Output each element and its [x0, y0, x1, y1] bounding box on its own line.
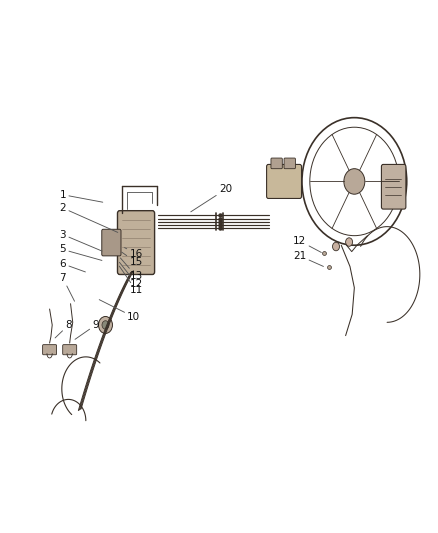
Text: 16: 16 [124, 248, 143, 259]
FancyBboxPatch shape [381, 165, 406, 209]
Text: 6: 6 [60, 259, 85, 272]
Text: 8: 8 [55, 320, 72, 338]
Circle shape [102, 321, 109, 329]
FancyBboxPatch shape [284, 158, 295, 168]
FancyBboxPatch shape [271, 158, 283, 168]
FancyBboxPatch shape [63, 345, 77, 355]
FancyBboxPatch shape [102, 229, 121, 256]
Circle shape [344, 168, 365, 194]
Text: 13: 13 [120, 258, 143, 281]
Circle shape [332, 243, 339, 251]
FancyBboxPatch shape [42, 345, 57, 355]
Text: 11: 11 [119, 266, 143, 295]
Text: 2: 2 [60, 203, 118, 232]
Text: 3: 3 [60, 230, 102, 251]
Text: 20: 20 [191, 184, 232, 212]
Text: 5: 5 [60, 245, 102, 261]
Circle shape [99, 317, 113, 334]
Text: 15: 15 [122, 252, 143, 267]
FancyBboxPatch shape [117, 211, 155, 274]
Text: 21: 21 [293, 251, 323, 266]
Text: 7: 7 [60, 273, 74, 301]
Text: 9: 9 [75, 320, 99, 340]
Text: 1: 1 [60, 190, 103, 202]
Text: 10: 10 [99, 300, 141, 322]
FancyBboxPatch shape [267, 165, 301, 198]
Text: 12: 12 [293, 236, 321, 253]
Text: 12: 12 [120, 262, 143, 288]
Circle shape [346, 238, 353, 246]
